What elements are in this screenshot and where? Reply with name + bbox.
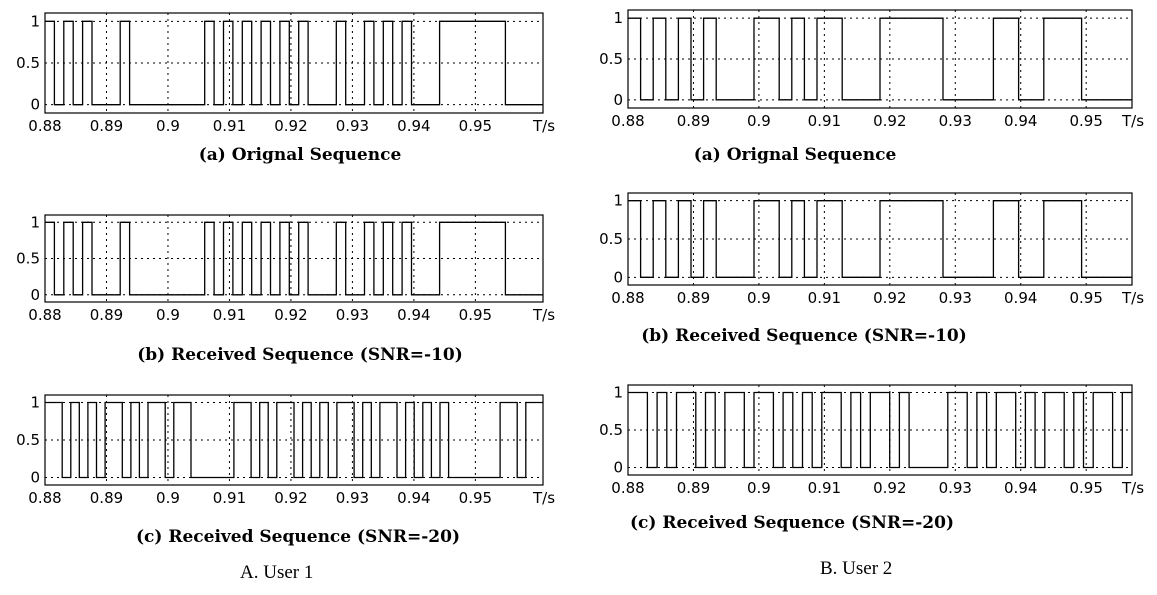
chart-panel-4: 0.88 0.89 0.9 0.91 0.92 0.93 0.94 0.95 T/s 0 0.5 1 (…: [599, 9, 1144, 165]
x-tick-label: 0.9: [156, 489, 180, 507]
x-axis-unit-label: T/s: [1121, 112, 1144, 130]
x-tick-label: 0.94: [1004, 112, 1037, 130]
y-tick-label: 0.5: [16, 54, 40, 72]
x-tick-label: 0.89: [677, 112, 710, 130]
x-tick-label: 0.88: [28, 306, 61, 324]
chart-panel-3: 0.88 0.89 0.9 0.91 0.92 0.93 0.94 0.95 T/s 0 0.5 1 (…: [16, 394, 555, 548]
x-axis-unit-label: T/s: [1121, 289, 1144, 307]
x-tick-label: 0.94: [1004, 289, 1037, 307]
x-tick-label: 0.95: [459, 117, 492, 135]
y-tick-label: 0.5: [599, 50, 623, 68]
y-tick-label: 0: [30, 96, 40, 114]
x-tick-label: 0.9: [156, 117, 180, 135]
x-tick-label: 0.95: [1069, 479, 1102, 497]
x-tick-label: 0.93: [939, 479, 972, 497]
x-tick-label: 0.9: [747, 112, 771, 130]
x-tick-label: 0.91: [808, 289, 841, 307]
signal-line: [628, 200, 1132, 278]
subplot-title: (a) Orignal Sequence: [694, 145, 897, 165]
subplot-title: (b) Received Sequence (SNR=-10): [641, 326, 967, 346]
x-tick-label: 0.92: [873, 479, 906, 497]
x-tick-label: 0.89: [677, 289, 710, 307]
y-tick-label: 0.5: [599, 230, 623, 248]
x-tick-label: 0.91: [808, 479, 841, 497]
y-tick-label: 0: [613, 268, 623, 286]
x-tick-label: 0.93: [939, 112, 972, 130]
x-tick-label: 0.89: [90, 489, 123, 507]
chart-panel-1: 0.88 0.89 0.9 0.91 0.92 0.93 0.94 0.95 T/s 0 0.5 1 (…: [16, 12, 555, 165]
x-tick-label: 0.89: [677, 479, 710, 497]
x-tick-label: 0.91: [808, 112, 841, 130]
x-tick-label: 0.92: [274, 306, 307, 324]
subplot-title: (b) Received Sequence (SNR=-10): [137, 345, 463, 365]
y-tick-label: 1: [613, 192, 623, 210]
y-tick-label: 0.5: [599, 421, 623, 439]
x-tick-label: 0.93: [336, 306, 369, 324]
x-tick-label: 0.91: [213, 117, 246, 135]
subplot-title: (c) Received Sequence (SNR=-20): [630, 513, 954, 533]
x-tick-label: 0.94: [397, 117, 430, 135]
y-tick-label: 0: [30, 469, 40, 487]
x-tick-label: 0.91: [213, 489, 246, 507]
y-tick-label: 0: [613, 91, 623, 109]
caption-user-1: A. User 1: [240, 562, 314, 583]
x-tick-label: 0.95: [459, 489, 492, 507]
caption-user-2: B. User 2: [820, 558, 893, 579]
y-tick-label: 1: [613, 384, 623, 402]
x-tick-label: 0.89: [90, 117, 123, 135]
x-tick-label: 0.88: [611, 112, 644, 130]
x-tick-label: 0.88: [611, 289, 644, 307]
x-tick-label: 0.95: [1069, 112, 1102, 130]
x-axis-unit-label: T/s: [1121, 479, 1144, 497]
y-tick-label: 0: [613, 459, 623, 477]
y-tick-label: 1: [613, 9, 623, 27]
x-tick-label: 0.92: [873, 289, 906, 307]
chart-panel-2: 0.88 0.89 0.9 0.91 0.92 0.93 0.94 0.95 T/s 0 0.5 1 (…: [16, 213, 555, 365]
x-tick-label: 0.92: [274, 489, 307, 507]
x-tick-label: 0.94: [397, 489, 430, 507]
x-tick-label: 0.93: [336, 117, 369, 135]
signal-line: [45, 20, 543, 106]
signal-line: [45, 221, 543, 296]
x-tick-label: 0.88: [611, 479, 644, 497]
x-tick-label: 0.94: [397, 306, 430, 324]
x-tick-label: 0.93: [939, 289, 972, 307]
x-tick-label: 0.9: [747, 289, 771, 307]
signal-line: [45, 401, 543, 479]
x-tick-label: 0.95: [1069, 289, 1102, 307]
y-tick-label: 1: [30, 213, 40, 231]
x-tick-label: 0.88: [28, 117, 61, 135]
subplot-title: (c) Received Sequence (SNR=-20): [136, 527, 460, 547]
x-axis-unit-label: T/s: [532, 489, 555, 507]
x-tick-label: 0.93: [336, 489, 369, 507]
y-tick-label: 0.5: [16, 431, 40, 449]
y-tick-label: 0: [30, 286, 40, 304]
x-tick-label: 0.92: [873, 112, 906, 130]
y-tick-label: 1: [30, 12, 40, 30]
chart-panel-6: 0.88 0.89 0.9 0.91 0.92 0.93 0.94 0.95 T/s 0 0.5 1 (…: [599, 384, 1144, 534]
y-tick-label: 1: [30, 394, 40, 412]
signal-line: [628, 391, 1132, 469]
subplot-title: (a) Orignal Sequence: [199, 145, 402, 165]
x-axis-unit-label: T/s: [532, 117, 555, 135]
signal-line: [628, 17, 1132, 101]
x-tick-label: 0.89: [90, 306, 123, 324]
x-axis-unit-label: T/s: [532, 306, 555, 324]
x-tick-label: 0.9: [156, 306, 180, 324]
x-tick-label: 0.91: [213, 306, 246, 324]
x-tick-label: 0.95: [459, 306, 492, 324]
chart-panel-5: 0.88 0.89 0.9 0.91 0.92 0.93 0.94 0.95 T/s 0 0.5 1 (…: [599, 192, 1144, 346]
x-tick-label: 0.88: [28, 489, 61, 507]
x-tick-label: 0.92: [274, 117, 307, 135]
x-tick-label: 0.9: [747, 479, 771, 497]
x-tick-label: 0.94: [1004, 479, 1037, 497]
y-tick-label: 0.5: [16, 250, 40, 268]
